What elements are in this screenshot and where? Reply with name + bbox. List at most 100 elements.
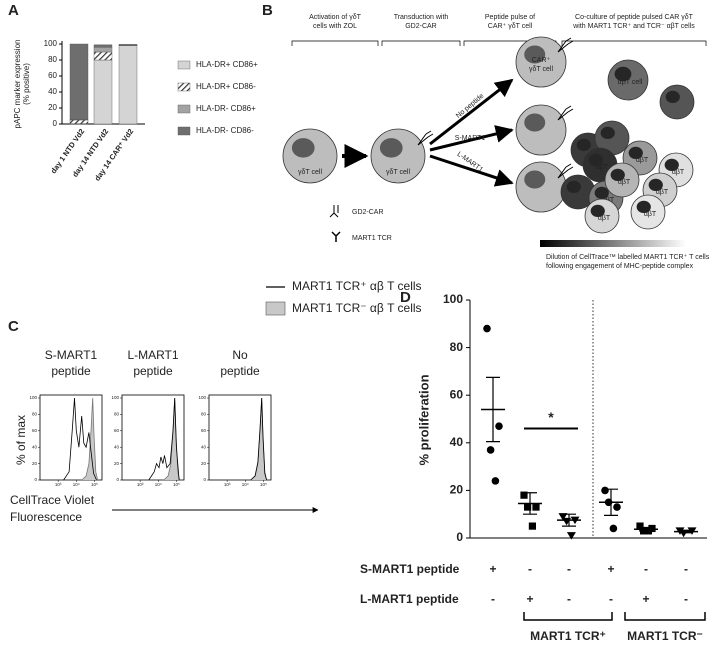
nucleus (614, 66, 632, 82)
data-point (636, 522, 644, 530)
step-header: CAR⁺ γδT cell (488, 23, 533, 30)
row-value: + (642, 592, 649, 606)
group-bracket (624, 612, 706, 621)
legend-label: MART1 TCR⁺ αβ T cells (292, 279, 422, 293)
step-header: GD2-CAR (405, 23, 437, 30)
gradient-bar (540, 240, 686, 247)
error-bar (639, 526, 653, 532)
row-value: + (489, 562, 496, 576)
nucleus (610, 168, 625, 182)
arrow (429, 154, 514, 187)
x-axis-label: Fluorescence (10, 510, 82, 524)
cell-label: αβT cell (618, 79, 643, 86)
bar-segment (118, 45, 138, 125)
legend-label: MART1 TCR⁻ αβ T cells (292, 301, 422, 315)
legend-label: MART1 TCR (352, 235, 392, 242)
plot-frame (39, 394, 103, 481)
nucleus (648, 178, 663, 192)
y-tick-label: 0 (116, 477, 119, 482)
row-value: - (567, 562, 571, 576)
step-header: Activation of γδT (309, 14, 361, 21)
y-tick-label: 40 (48, 87, 57, 96)
cell-label: αβT (644, 211, 657, 218)
x-tick-label: 10⁵ (173, 482, 180, 487)
car-gd-t-cell (515, 104, 567, 156)
y-tick-label: 60 (201, 428, 207, 433)
x-tick-label: 10⁴ (73, 482, 80, 487)
nucleus (628, 146, 643, 160)
step-header: Co-culture of peptide pulsed CAR γδT (575, 14, 694, 21)
cell-label: αβT (596, 164, 609, 171)
data-point (532, 503, 540, 511)
legend-icon (331, 231, 341, 242)
y-tick-label: 80 (201, 412, 207, 417)
data-point (495, 422, 503, 430)
histogram-fill (81, 397, 98, 481)
x-tick-label: 10⁵ (260, 482, 267, 487)
y-tick-label: 40 (450, 435, 464, 449)
histogram-line (148, 397, 180, 481)
y-tick-label: 80 (32, 412, 38, 417)
data-point (609, 524, 618, 533)
nucleus (524, 113, 546, 132)
data-point (613, 503, 621, 511)
plot-frame (208, 394, 272, 481)
data-point (520, 491, 528, 499)
y-tick-label: 60 (48, 71, 57, 80)
legend-label: HLA-DR- CD86+ (196, 104, 256, 113)
error-bar (486, 376, 500, 443)
y-tick-label: 100 (198, 395, 206, 400)
row-value: - (644, 562, 648, 576)
y-tick-label: 100 (44, 39, 58, 48)
data-point (562, 517, 572, 526)
gradient-caption: following engagement of MHC-peptide comp… (546, 263, 694, 270)
bracket-label: MART1 TCR⁻ (627, 629, 703, 643)
car-receptor (557, 37, 574, 53)
y-tick-label: 20 (32, 461, 38, 466)
row-value: - (528, 562, 532, 576)
nucleus (524, 170, 546, 189)
legend-label: GD2-CAR (352, 209, 384, 216)
data-point (483, 324, 491, 333)
step-bracket (291, 40, 379, 46)
y-axis-label: (% positive) (22, 63, 31, 105)
nucleus (588, 153, 603, 167)
y-tick-label: 100 (443, 292, 463, 306)
nucleus (379, 138, 403, 158)
y-tick-label: 20 (201, 461, 207, 466)
data-point (486, 446, 495, 454)
row-value: + (607, 562, 614, 576)
ab-t-cell (659, 84, 695, 120)
error-bar (604, 488, 618, 516)
group-bracket (523, 612, 613, 621)
nucleus (665, 90, 680, 104)
y-tick-label: 60 (32, 428, 38, 433)
cell-label: CAR⁺ (532, 57, 551, 64)
bar-segment (93, 44, 113, 48)
nucleus (636, 200, 651, 214)
bar-segment (93, 51, 113, 61)
nucleus (291, 138, 315, 158)
y-tick-label: 60 (450, 387, 464, 401)
cell-label: αβT (672, 169, 685, 176)
x-tick-label: 10⁴ (155, 482, 162, 487)
row-value: - (684, 562, 688, 576)
row-value: - (609, 592, 613, 606)
y-tick-label: 80 (48, 55, 57, 64)
y-tick-label: 0 (456, 530, 463, 544)
legend-swatch (177, 126, 191, 136)
y-axis-label: pAPC marker expression (13, 40, 22, 129)
y-tick-label: 100 (29, 395, 37, 400)
cell-label: γδT cell (529, 66, 553, 73)
step-bracket (561, 40, 707, 46)
histogram-line (63, 397, 97, 481)
y-tick-label: 40 (114, 444, 120, 449)
step-header: with MART1 TCR⁺ and TCR⁻ αβT cells (572, 23, 695, 30)
arrow (429, 125, 514, 152)
bar-segment (69, 43, 89, 120)
data-point (524, 503, 532, 511)
histogram-fill (163, 397, 180, 481)
histogram-line (250, 397, 267, 481)
x-axis-label: CellTrace Violet (10, 493, 95, 507)
y-tick-label: 0 (53, 119, 58, 128)
